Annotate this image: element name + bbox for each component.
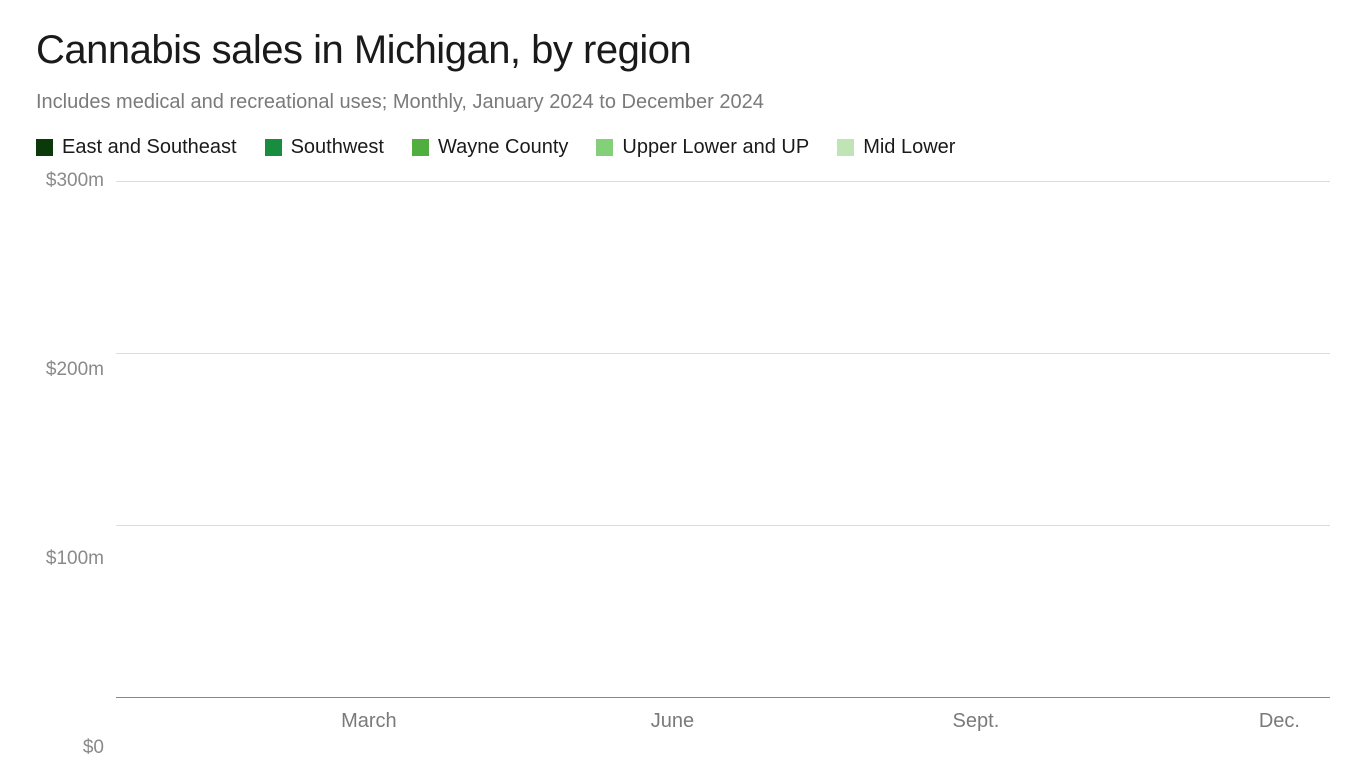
legend-swatch [36, 139, 53, 156]
legend-label: Wayne County [438, 136, 568, 159]
bar-segment [430, 696, 516, 697]
bar-column [930, 694, 1016, 697]
x-axis-label: June [651, 710, 694, 733]
legend-item: Upper Lower and UP [596, 136, 809, 159]
x-axis-label: March [341, 710, 397, 733]
bar-segment [329, 696, 415, 697]
x-axis: March June Sept. Dec. [116, 698, 1330, 748]
y-axis-label: $0 [83, 737, 104, 759]
y-axis-label: $300m [46, 170, 104, 192]
bar-segment [730, 696, 816, 697]
bar-segment [1131, 696, 1217, 697]
x-axis-label: Sept. [953, 710, 1000, 733]
bar-column [430, 694, 516, 697]
bar-column [730, 694, 816, 697]
y-axis-label: $100m [46, 548, 104, 570]
legend-label: Mid Lower [863, 136, 955, 159]
bar-column [229, 694, 315, 697]
bar-column [129, 694, 215, 697]
legend-item: East and Southeast [36, 136, 237, 159]
legend-label: Upper Lower and UP [622, 136, 809, 159]
bar-column [1231, 694, 1317, 697]
bar-segment [229, 696, 315, 697]
bar-column [630, 694, 716, 697]
legend-item: Mid Lower [837, 136, 955, 159]
chart-title: Cannabis sales in Michigan, by region [36, 28, 1330, 73]
legend-swatch [412, 139, 429, 156]
y-axis: $0$100m$200m$300m [36, 181, 116, 748]
plot-area [116, 181, 1330, 698]
bar-segment [630, 696, 716, 697]
legend-label: Southwest [291, 136, 384, 159]
chart-subtitle: Includes medical and recreational uses; … [36, 91, 1330, 114]
legend-swatch [596, 139, 613, 156]
gridline [116, 353, 1330, 354]
bar-column [1131, 694, 1217, 697]
bar-segment [129, 696, 215, 697]
legend: East and Southeast Southwest Wayne County U… [36, 136, 1330, 159]
bar-column [530, 694, 616, 697]
legend-item: Wayne County [412, 136, 568, 159]
bar-segment [1031, 696, 1117, 697]
bar-segment [1231, 696, 1317, 697]
bar-column [830, 694, 916, 697]
bar-column [329, 694, 415, 697]
x-axis-label: Dec. [1259, 710, 1300, 733]
y-axis-label: $200m [46, 359, 104, 381]
bar-column [1031, 694, 1117, 697]
gridline [116, 181, 1330, 182]
legend-swatch [265, 139, 282, 156]
bar-segment [530, 696, 616, 697]
chart-area: $0$100m$200m$300m MarchJuneSept.Dec. [36, 181, 1330, 748]
legend-swatch [837, 139, 854, 156]
bar-segment [930, 696, 1016, 697]
gridline [116, 525, 1330, 526]
bars-container [116, 181, 1330, 697]
legend-item: Southwest [265, 136, 384, 159]
legend-label: East and Southeast [62, 136, 237, 159]
bar-segment [830, 696, 916, 697]
